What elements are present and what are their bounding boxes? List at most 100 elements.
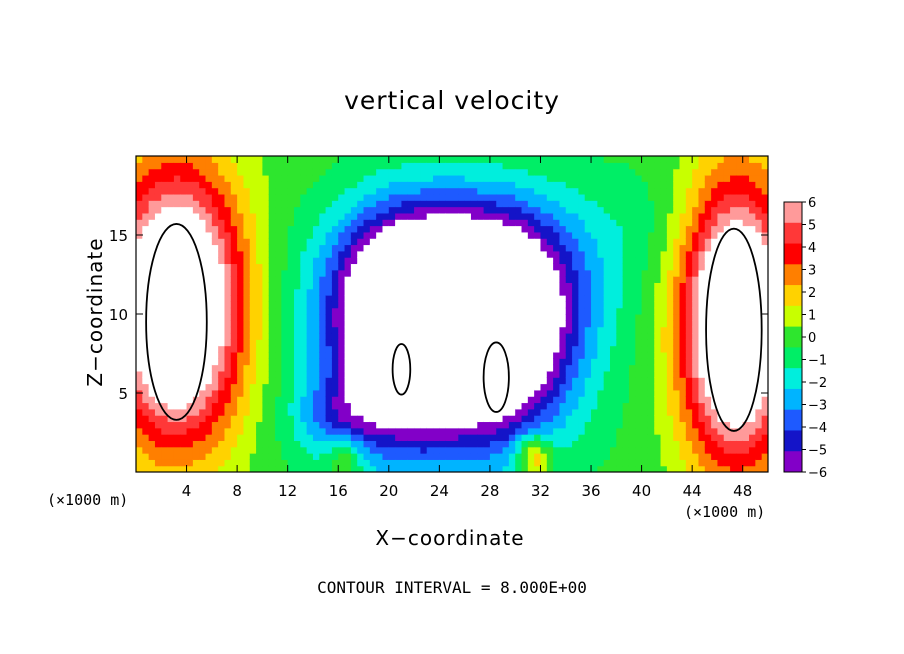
- heat-cell: [736, 332, 744, 340]
- heat-cell: [180, 282, 188, 290]
- heat-cell: [553, 244, 561, 252]
- heat-cell: [388, 389, 396, 397]
- heat-cell: [730, 320, 737, 328]
- heat-cell: [395, 282, 403, 290]
- heat-cell: [262, 402, 270, 410]
- heat-cell: [350, 332, 358, 340]
- heat-cell: [717, 263, 725, 271]
- heat-cell: [584, 332, 592, 340]
- heat-cell: [527, 459, 535, 467]
- heat-cell: [540, 156, 548, 163]
- heat-cell: [388, 219, 396, 227]
- heat-cell: [275, 446, 282, 454]
- heat-cell: [508, 459, 516, 467]
- heat-cell: [717, 200, 725, 208]
- heat-cell: [641, 453, 649, 460]
- heat-cell: [755, 434, 763, 441]
- heat-cell: [382, 244, 390, 252]
- heat-cell: [660, 453, 668, 460]
- heat-cell: [199, 421, 207, 429]
- heat-cell: [230, 301, 238, 309]
- heat-cell: [243, 389, 251, 397]
- heat-cell: [685, 345, 693, 353]
- heat-cell: [167, 402, 175, 410]
- heat-cell: [281, 168, 289, 176]
- heat-cell: [761, 377, 768, 385]
- heat-cell: [161, 193, 169, 201]
- heat-cell: [572, 257, 579, 265]
- heat-cell: [148, 282, 156, 290]
- heat-cell: [426, 206, 434, 214]
- heat-cell: [546, 358, 554, 366]
- heat-cell: [591, 295, 598, 302]
- heat-cell: [218, 421, 226, 429]
- heat-cell: [294, 314, 301, 321]
- heat-cell: [363, 453, 371, 460]
- heat-cell: [395, 231, 403, 239]
- heat-cell: [445, 219, 453, 227]
- heat-cell: [433, 326, 440, 334]
- heat-cell: [306, 332, 314, 340]
- heat-cell: [496, 219, 504, 227]
- heat-cell: [401, 212, 409, 220]
- heat-cell: [445, 383, 453, 391]
- heat-cell: [584, 193, 592, 201]
- heat-cell: [546, 307, 554, 315]
- heat-cell: [439, 370, 447, 378]
- heat-cell: [230, 206, 238, 214]
- heat-cell: [470, 434, 478, 441]
- heat-cell: [357, 415, 365, 423]
- heat-cell: [685, 162, 693, 170]
- heat-cell: [376, 263, 384, 271]
- heat-cell: [477, 168, 485, 176]
- heat-cell: [186, 307, 194, 315]
- heat-cell: [616, 389, 624, 397]
- heat-cell: [597, 295, 605, 302]
- heat-cell: [199, 231, 207, 239]
- heat-cell: [218, 168, 226, 176]
- heat-cell: [698, 408, 706, 416]
- heat-cell: [654, 225, 662, 233]
- heat-cell: [679, 181, 687, 189]
- heat-cell: [483, 421, 491, 429]
- heat-cell: [534, 212, 542, 220]
- heat-cell: [673, 193, 681, 201]
- heat-cell: [186, 345, 194, 353]
- heat-cell: [186, 238, 194, 246]
- heat-cell: [502, 339, 510, 347]
- heat-cell: [186, 415, 194, 423]
- heat-cell: [445, 364, 453, 372]
- heat-cell: [610, 389, 617, 397]
- heat-cell: [376, 269, 384, 277]
- heat-cell: [704, 200, 712, 208]
- heat-cell: [610, 377, 617, 385]
- heat-cell: [331, 351, 339, 359]
- heat-cell: [616, 168, 624, 176]
- heat-cell: [262, 339, 270, 347]
- heat-cell: [508, 358, 516, 366]
- heat-cell: [300, 320, 308, 328]
- heat-cell: [685, 427, 693, 435]
- heat-cell: [180, 351, 188, 359]
- heat-cell: [553, 168, 561, 176]
- heat-cell: [268, 288, 276, 296]
- heat-cell: [572, 396, 579, 404]
- heat-cell: [641, 434, 649, 441]
- heat-cell: [376, 282, 384, 290]
- heat-cell: [502, 421, 510, 429]
- heat-cell: [407, 332, 415, 340]
- heat-cell: [148, 156, 156, 163]
- heat-cell: [641, 332, 649, 340]
- heat-cell: [660, 269, 668, 277]
- heat-cell: [445, 408, 453, 416]
- heat-cell: [205, 193, 213, 201]
- heat-cell: [154, 295, 162, 302]
- heat-cell: [477, 174, 485, 182]
- heat-cell: [363, 206, 371, 214]
- heat-cell: [300, 453, 308, 460]
- heat-cell: [211, 453, 219, 460]
- heat-cell: [433, 440, 440, 448]
- heat-cell: [546, 427, 554, 435]
- heat-cell: [489, 187, 497, 195]
- heat-cell: [230, 238, 238, 246]
